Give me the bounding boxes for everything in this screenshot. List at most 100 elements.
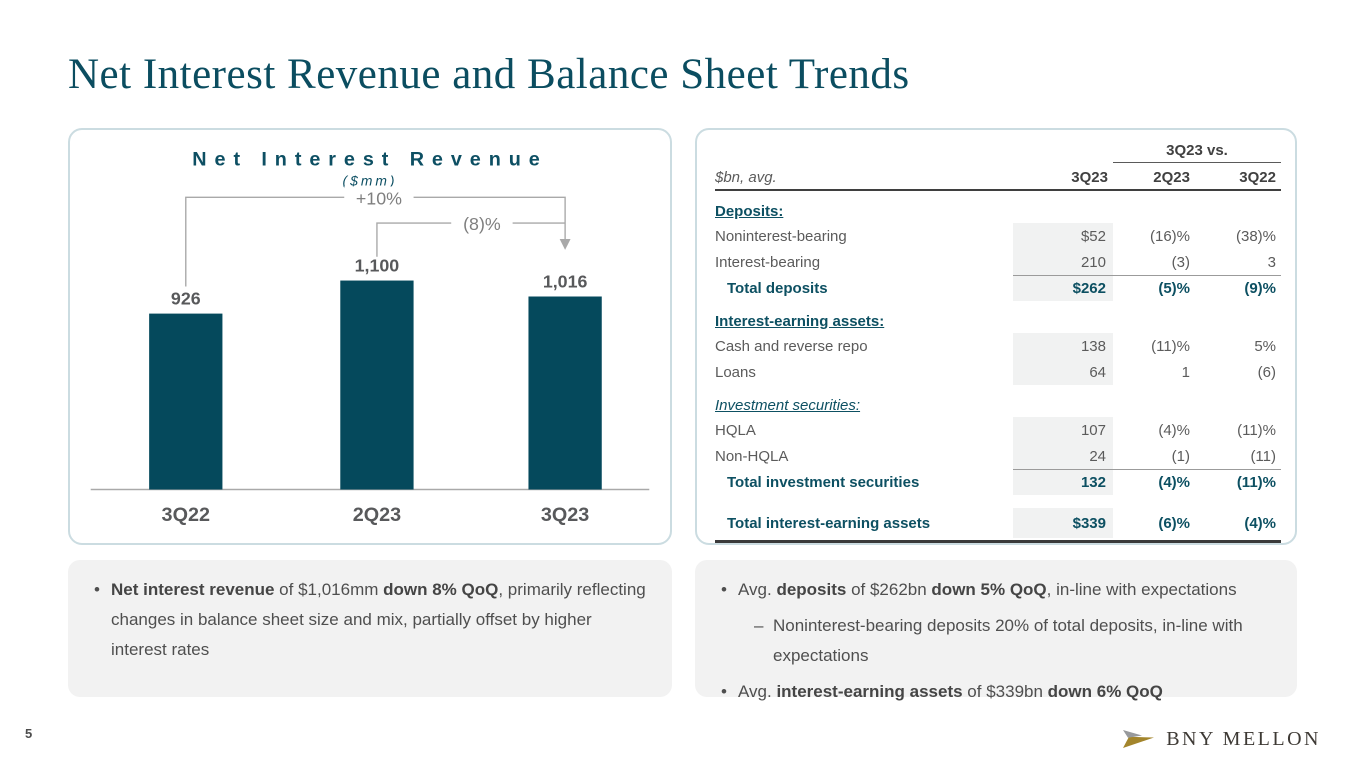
row-value: (4)%: [1244, 514, 1276, 532]
column-header: 3Q22: [1239, 169, 1276, 186]
bullet-marker: •: [721, 580, 727, 599]
row-value: 107: [1013, 417, 1113, 443]
row-value: 132: [1013, 469, 1113, 495]
row-value: (3): [1171, 253, 1190, 271]
row-value: (6)%: [1158, 514, 1190, 532]
section-header: Deposits:: [715, 202, 784, 220]
row-value: 3: [1267, 253, 1276, 271]
row-label: Non-HQLA: [715, 447, 789, 465]
net-interest-revenue-bar-chart: Net Interest Revenue($mm) 926 3Q22 1,100 2Q2…: [90, 149, 650, 526]
row-label: Noninterest-bearing: [715, 227, 847, 245]
row-value: [1195, 199, 1281, 223]
balance-sheet-commentary-box: • Avg. deposits of $262bn down 5% QoQ, in…: [695, 560, 1297, 701]
annotation-qoq: (8)%: [463, 214, 501, 234]
row-value: 1: [1181, 363, 1190, 381]
bar-value-label: 1,100: [355, 256, 400, 276]
row-label: Total deposits: [727, 279, 828, 297]
row-value: (5)%: [1113, 275, 1195, 301]
row-label: Cash and reverse repo: [715, 337, 868, 355]
bar-3Q23: [528, 296, 602, 490]
row-value: [1113, 309, 1195, 333]
bullet-item: • Avg. interest-earning assets of $339bn …: [709, 677, 1271, 707]
chart-subtitle: ($mm): [343, 172, 398, 188]
row-value: (4)%: [1158, 421, 1190, 439]
row-label: Investment securities:: [715, 393, 1013, 417]
data-row: Cash and reverse repo 138 (11)% 5%: [715, 333, 1281, 359]
net-interest-revenue-chart-panel: Net Interest Revenue ($mm) 926 3Q22 1,100 2Q2…: [68, 128, 672, 545]
row-value: (6): [1257, 363, 1276, 381]
bar-2Q23: [340, 280, 414, 490]
bar-value-label: 1,016: [543, 272, 588, 292]
balance-sheet-table: 3Q23 vs. $bn, avg. 3Q23 2Q23 3Q22 Deposits: No…: [697, 130, 1295, 543]
row-value: [1013, 199, 1113, 223]
page-number: 5: [25, 726, 33, 741]
data-row: HQLA 107 (4)% (11)%: [715, 417, 1281, 443]
row-value: (11)%: [1195, 469, 1281, 495]
row-value: (1): [1171, 447, 1190, 465]
page-title: Net Interest Revenue and Balance Sheet T…: [68, 51, 910, 98]
row-value: [1013, 393, 1113, 417]
bny-mellon-wordmark: BNY MELLON: [1166, 727, 1321, 750]
row-value: 138: [1013, 333, 1113, 359]
data-row: Noninterest-bearing $52 (16)% (38)%: [715, 223, 1281, 249]
row-label: Interest-earning assets:: [715, 309, 1013, 333]
row-value: (38)%: [1235, 227, 1276, 245]
row-label: Total interest-earning assets: [727, 514, 931, 532]
row-value: [1113, 199, 1195, 223]
grand-row: Total interest-earning assets $339 (6)% (4)…: [715, 508, 1281, 543]
row-value: (9)%: [1195, 275, 1281, 301]
row-value: 210: [1013, 249, 1113, 275]
section-header: Interest-earning assets:: [715, 312, 885, 330]
bullet-item: • Net interest revenue of $1,016mm down 8…: [82, 575, 646, 665]
row-value: [1113, 393, 1195, 417]
row-label: Total investment securities: [727, 473, 920, 491]
arrow-down-icon: [559, 238, 571, 250]
row-value: $52: [1013, 223, 1113, 249]
chart-title: Net Interest Revenue: [192, 149, 547, 171]
table-header-row: $bn, avg. 3Q23 2Q23 3Q22: [715, 163, 1281, 191]
vs-column-group-header: 3Q23 vs.: [1113, 142, 1281, 163]
total-row: Total deposits $262 (5)% (9)%: [715, 275, 1281, 301]
data-row: Non-HQLA 24 (1) (11): [715, 443, 1281, 469]
section-row: Deposits:: [715, 199, 1281, 223]
bullet-marker: •: [94, 580, 100, 599]
column-header: 3Q23: [1071, 169, 1108, 186]
annotation-yoy: +10%: [356, 188, 402, 208]
bullet-item: • Avg. deposits of $262bn down 5% QoQ, in…: [709, 575, 1271, 605]
bullet-marker: •: [721, 682, 727, 701]
net-interest-revenue-commentary-box: • Net interest revenue of $1,016mm down 8…: [68, 560, 672, 697]
row-value: [1013, 309, 1113, 333]
row-value: [1195, 393, 1281, 417]
section-row: Investment securities:: [715, 393, 1281, 417]
row-value: (11): [1250, 447, 1276, 465]
bar-3Q22: [149, 313, 223, 490]
x-axis-label: 3Q23: [541, 504, 589, 526]
row-value: (11)%: [1151, 337, 1190, 355]
section-header: Investment securities:: [715, 396, 861, 414]
row-value: (16)%: [1149, 227, 1190, 245]
row-value: 5%: [1254, 337, 1276, 355]
row-value: [1195, 309, 1281, 333]
balance-sheet-table-panel: 3Q23 vs. $bn, avg. 3Q23 2Q23 3Q22 Deposits: No…: [695, 128, 1297, 545]
row-value: (4)%: [1113, 469, 1195, 495]
data-row: Interest-bearing 210 (3) 3: [715, 249, 1281, 275]
left-bullet-list: • Net interest revenue of $1,016mm down 8…: [82, 575, 646, 665]
sub-bullet-item: – Noninterest-bearing deposits 20% of tot…: [709, 611, 1271, 671]
dash-marker: –: [754, 616, 764, 635]
x-axis-label: 3Q22: [162, 504, 210, 526]
row-label: Loans: [715, 363, 756, 381]
row-label: HQLA: [715, 421, 756, 439]
x-axis-label: 2Q23: [353, 504, 401, 526]
column-header: 2Q23: [1153, 169, 1190, 186]
total-row: Total investment securities 132 (4)% (11)%: [715, 469, 1281, 495]
section-row: Interest-earning assets:: [715, 309, 1281, 333]
row-value: 64: [1013, 359, 1113, 385]
row-value: (11)%: [1237, 421, 1276, 439]
unit-label: $bn, avg.: [715, 169, 777, 186]
row-value: 24: [1013, 443, 1113, 469]
bny-mellon-arrow-icon: [1123, 730, 1155, 748]
right-bullet-list: • Avg. deposits of $262bn down 5% QoQ, in…: [709, 575, 1271, 707]
row-label: Interest-bearing: [715, 253, 821, 271]
bar-value-label: 926: [171, 289, 201, 309]
